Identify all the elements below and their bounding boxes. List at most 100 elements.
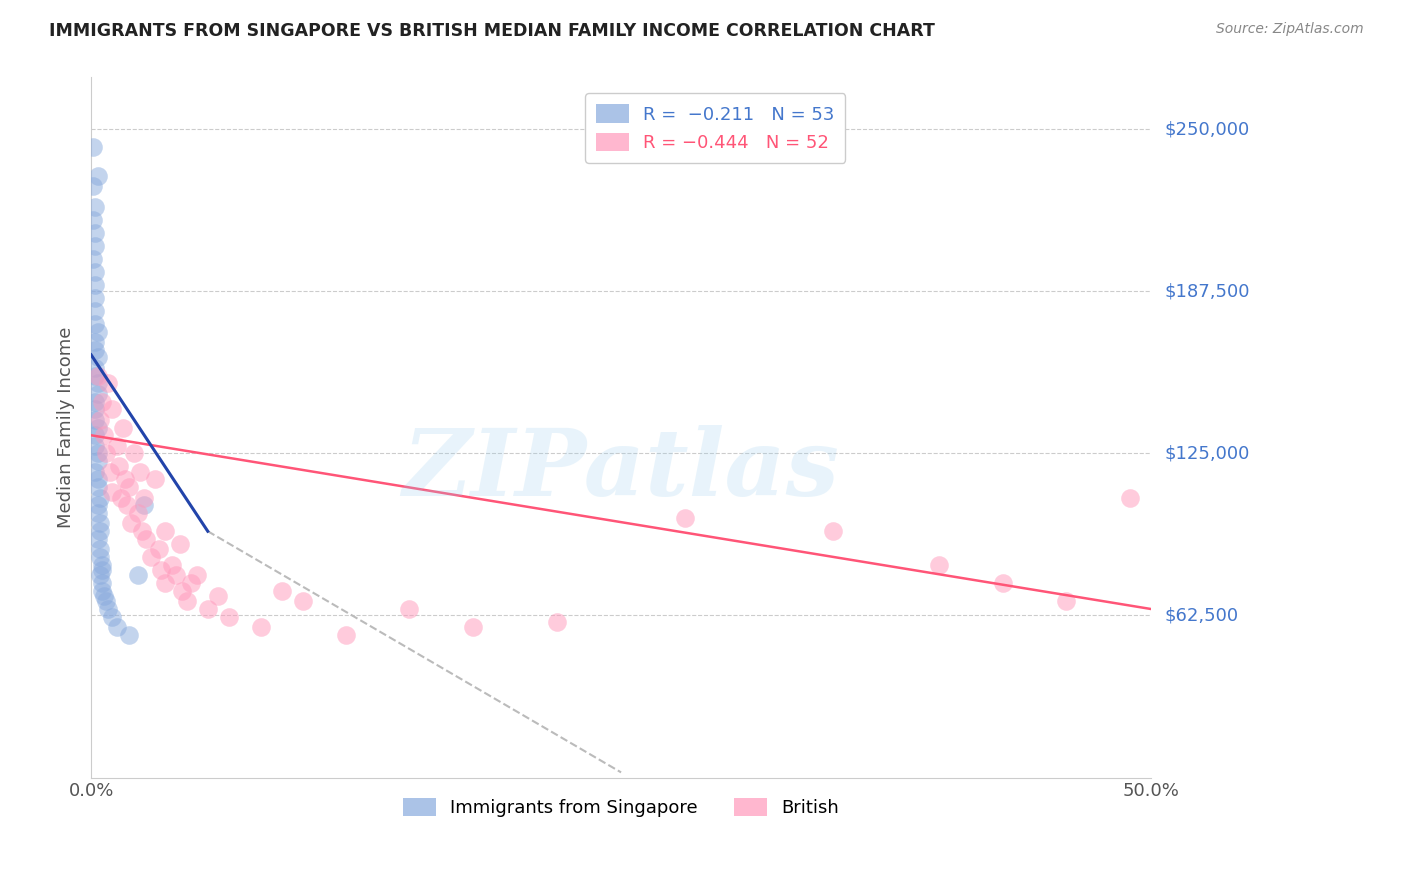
Point — [197, 602, 219, 616]
Point — [93, 589, 115, 603]
Point — [82, 252, 104, 266]
Point — [84, 265, 107, 279]
Point — [84, 439, 107, 453]
Legend: Immigrants from Singapore, British: Immigrants from Singapore, British — [396, 790, 846, 824]
Point — [84, 428, 107, 442]
Point — [1054, 594, 1077, 608]
Point — [86, 420, 108, 434]
Point — [105, 439, 128, 453]
Point — [86, 325, 108, 339]
Point — [155, 524, 177, 539]
Point — [98, 465, 121, 479]
Point — [186, 568, 208, 582]
Point — [82, 179, 104, 194]
Y-axis label: Median Family Income: Median Family Income — [58, 326, 75, 528]
Point — [84, 394, 107, 409]
Point — [86, 376, 108, 391]
Point — [169, 537, 191, 551]
Point — [90, 563, 112, 577]
Point — [84, 465, 107, 479]
Point — [176, 594, 198, 608]
Point — [127, 506, 149, 520]
Point — [335, 628, 357, 642]
Point — [1119, 491, 1142, 505]
Point — [111, 420, 134, 434]
Point — [461, 620, 484, 634]
Point — [148, 542, 170, 557]
Point — [84, 334, 107, 349]
Point — [90, 583, 112, 598]
Point — [118, 480, 141, 494]
Point — [249, 620, 271, 634]
Point — [143, 472, 166, 486]
Text: $187,500: $187,500 — [1166, 283, 1250, 301]
Point — [82, 140, 104, 154]
Point — [89, 524, 111, 539]
Text: $125,000: $125,000 — [1166, 444, 1250, 462]
Point — [84, 402, 107, 417]
Point — [86, 480, 108, 494]
Point — [89, 516, 111, 531]
Point — [129, 465, 152, 479]
Point — [134, 491, 156, 505]
Point — [97, 602, 120, 616]
Point — [101, 402, 124, 417]
Point — [150, 563, 173, 577]
Point — [93, 428, 115, 442]
Point — [86, 454, 108, 468]
Point — [86, 351, 108, 365]
Point — [547, 615, 569, 629]
Point — [991, 576, 1014, 591]
Point — [821, 524, 844, 539]
Point — [84, 368, 107, 383]
Point — [101, 485, 124, 500]
Point — [114, 472, 136, 486]
Point — [135, 532, 157, 546]
Point — [86, 532, 108, 546]
Point — [115, 498, 138, 512]
Point — [94, 446, 117, 460]
Point — [86, 498, 108, 512]
Point — [134, 498, 156, 512]
Point — [398, 602, 420, 616]
Point — [94, 594, 117, 608]
Point — [207, 589, 229, 603]
Point — [120, 516, 142, 531]
Point — [673, 511, 696, 525]
Point — [84, 200, 107, 214]
Point — [271, 583, 294, 598]
Point — [84, 239, 107, 253]
Point — [89, 491, 111, 505]
Point — [84, 226, 107, 240]
Text: Source: ZipAtlas.com: Source: ZipAtlas.com — [1216, 22, 1364, 37]
Text: ZIPatlas: ZIPatlas — [402, 425, 839, 515]
Text: IMMIGRANTS FROM SINGAPORE VS BRITISH MEDIAN FAMILY INCOME CORRELATION CHART: IMMIGRANTS FROM SINGAPORE VS BRITISH MED… — [49, 22, 935, 40]
Point — [180, 576, 202, 591]
Point — [89, 413, 111, 427]
Point — [928, 558, 950, 572]
Text: $62,500: $62,500 — [1166, 607, 1239, 624]
Point — [84, 360, 107, 375]
Point — [84, 303, 107, 318]
Point — [86, 169, 108, 183]
Point — [127, 568, 149, 582]
Point — [84, 317, 107, 331]
Point — [118, 628, 141, 642]
Point — [90, 576, 112, 591]
Point — [165, 568, 187, 582]
Point — [89, 542, 111, 557]
Point — [172, 583, 194, 598]
Point — [155, 576, 177, 591]
Point — [89, 568, 111, 582]
Point — [292, 594, 315, 608]
Point — [131, 524, 153, 539]
Point — [84, 413, 107, 427]
Point — [105, 620, 128, 634]
Point — [86, 386, 108, 401]
Text: $250,000: $250,000 — [1166, 120, 1250, 138]
Point — [101, 609, 124, 624]
Point — [90, 394, 112, 409]
Point — [86, 368, 108, 383]
Point — [122, 446, 145, 460]
Point — [160, 558, 183, 572]
